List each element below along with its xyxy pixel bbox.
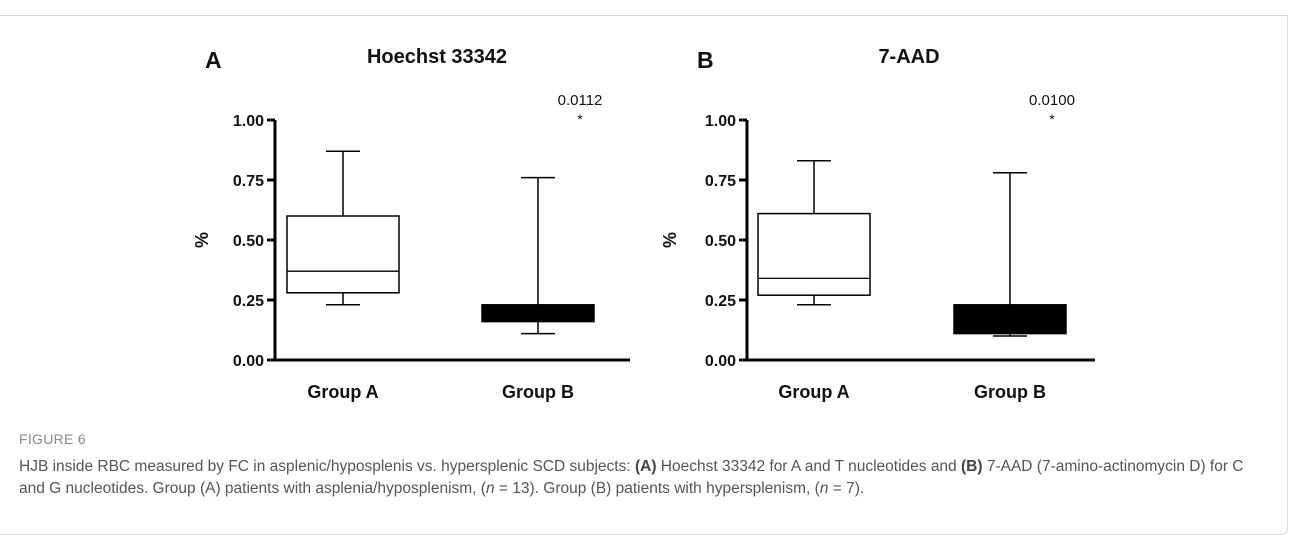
y-tick-label: 0.75 — [705, 173, 736, 190]
y-tick-label: 0.25 — [705, 293, 736, 310]
x-tick-label: Group B — [974, 382, 1046, 402]
box-iqr — [481, 304, 595, 323]
x-tick-label: Group A — [307, 382, 378, 402]
caption-n: n — [485, 480, 495, 497]
caption-part: HJB inside RBC measured by FC in aspleni… — [19, 458, 635, 475]
y-axis-label: % — [660, 232, 680, 248]
caption-panel-a: (A) — [634, 458, 657, 475]
box-iqr — [757, 212, 871, 296]
box-iqr — [953, 304, 1067, 335]
p-value-label: 0.0112 — [558, 92, 603, 109]
caption-part: = 7). — [828, 480, 865, 497]
box-iqr — [286, 215, 400, 294]
caption-part: = 13). Group (B) patients with hypersple… — [494, 480, 820, 497]
figure-frame — [0, 15, 1288, 535]
caption-text: HJB inside RBC measured by FC in aspleni… — [19, 456, 1259, 500]
y-tick-label: 0.50 — [705, 233, 736, 250]
y-axis-label: % — [192, 232, 212, 248]
panel-label: A — [205, 47, 222, 73]
y-tick-label: 0.00 — [233, 353, 264, 370]
x-tick-label: Group A — [778, 382, 849, 402]
figure-caption: FIGURE 6 HJB inside RBC measured by FC i… — [19, 428, 1259, 500]
y-tick-label: 0.75 — [233, 173, 264, 190]
significance-marker: * — [577, 111, 583, 127]
significance-marker: * — [1049, 111, 1055, 127]
caption-panel-b: (B) — [960, 458, 983, 475]
x-tick-label: Group B — [502, 382, 574, 402]
caption-label: FIGURE 6 — [19, 431, 86, 447]
y-tick-label: 0.25 — [233, 293, 264, 310]
y-tick-label: 0.00 — [705, 353, 736, 370]
y-tick-label: 1.00 — [705, 113, 736, 130]
caption-part: 7-AAD (7-amino-actinomycin D) for C and … — [19, 458, 1244, 497]
chart-title: Hoechst 33342 — [367, 46, 507, 68]
figure-canvas: A Hoechst 33342 0.00 0.25 0.50 0.75 1.00% Group… — [192, 46, 1095, 402]
panel-label: B — [697, 47, 714, 73]
y-tick-label: 0.50 — [233, 233, 264, 250]
p-value-label: 0.0100 — [1029, 92, 1075, 109]
y-tick-label: 1.00 — [233, 113, 264, 130]
chart-title: 7-AAD — [878, 46, 939, 68]
caption-part: Hoechst 33342 for A and T nucleotides an… — [656, 458, 961, 475]
caption-n: n — [819, 480, 829, 497]
